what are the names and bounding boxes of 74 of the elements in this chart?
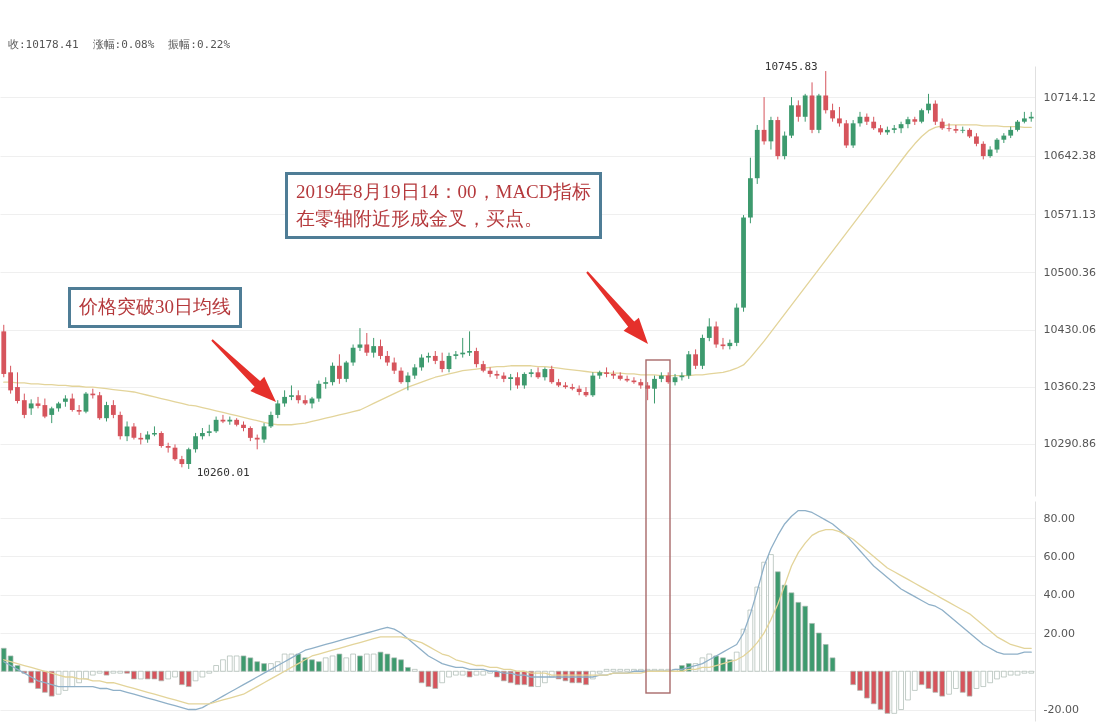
candlestick — [652, 375, 657, 404]
y-tick-label: 10430.06 — [1043, 323, 1096, 337]
candlestick — [275, 399, 281, 419]
candlestick — [946, 122, 952, 133]
candlestick — [364, 332, 370, 357]
y-tick-label: 10571.13 — [1043, 207, 1096, 221]
y-tick-label: 60.00 — [1043, 549, 1075, 563]
candlestick — [549, 365, 555, 385]
candlestick — [987, 145, 993, 159]
y-tick-label: 10642.38 — [1043, 149, 1096, 163]
y-tick-label: -20.00 — [1043, 703, 1079, 717]
annotation: 在零轴附近形成金叉，买点。 — [296, 206, 544, 231]
annotation: 10745.83 — [764, 60, 818, 74]
candlestick — [494, 370, 500, 380]
candlestick — [179, 455, 185, 468]
candlestick — [953, 124, 959, 134]
y-tick-label: 10290.86 — [1043, 437, 1096, 451]
candlestick — [110, 399, 116, 419]
y-tick-label: 10714.12 — [1043, 90, 1096, 104]
candlestick — [980, 140, 986, 160]
candlestick — [8, 365, 14, 395]
annotation: 2019年8月19日14：00，MACD指标 — [296, 180, 591, 204]
candlestick — [823, 70, 829, 114]
text: 振幅:0.22% — [168, 38, 231, 51]
candlestick — [590, 371, 596, 398]
candlestick — [117, 411, 123, 440]
candlestick — [350, 343, 356, 367]
candlestick — [624, 375, 630, 383]
y-tick-label: 10360.23 — [1043, 380, 1096, 394]
candlestick — [357, 327, 363, 352]
candlestick — [371, 337, 377, 359]
candlestick — [782, 131, 788, 160]
candlestick — [686, 350, 692, 380]
candlestick — [193, 432, 198, 454]
y-tick-label: 20.00 — [1043, 626, 1075, 640]
candlestick — [720, 337, 726, 350]
candlestick — [378, 339, 383, 360]
candlestick — [104, 401, 109, 422]
annotation: 价格突破30日均线 — [79, 295, 231, 319]
candlestick — [837, 106, 842, 128]
candlestick — [467, 330, 472, 357]
candlestick — [693, 348, 698, 370]
candlestick — [186, 447, 192, 470]
candlestick — [337, 353, 342, 385]
candlestick — [35, 396, 41, 409]
candlestick — [323, 376, 329, 390]
candlestick — [830, 103, 835, 123]
y-tick-label: 10500.36 — [1043, 265, 1096, 279]
candlestick — [343, 360, 349, 383]
candlestick — [97, 391, 103, 421]
candlestick — [15, 371, 20, 404]
candlestick — [926, 93, 931, 114]
y-tick-label: 80.00 — [1043, 511, 1075, 525]
candlestick — [802, 93, 808, 123]
candlestick — [69, 393, 75, 413]
candlestick — [850, 119, 856, 149]
text: 收:10178.41 — [8, 38, 79, 51]
y-tick-label: 40.00 — [1043, 588, 1075, 602]
candlestick — [576, 384, 582, 396]
candlestick — [21, 393, 27, 419]
candlestick — [330, 362, 335, 386]
candlestick — [932, 99, 938, 126]
candlestick — [706, 317, 712, 342]
candlestick — [713, 321, 719, 349]
text: 涨幅:0.08% — [92, 38, 155, 51]
candlestick — [316, 380, 322, 403]
candlestick — [439, 352, 445, 373]
candlestick — [474, 347, 479, 368]
annotation: 10260.01 — [196, 465, 250, 479]
candlestick — [76, 404, 82, 416]
candlestick — [42, 398, 48, 419]
candlestick — [795, 99, 801, 123]
candlestick — [843, 119, 849, 149]
candlestick — [453, 350, 459, 360]
